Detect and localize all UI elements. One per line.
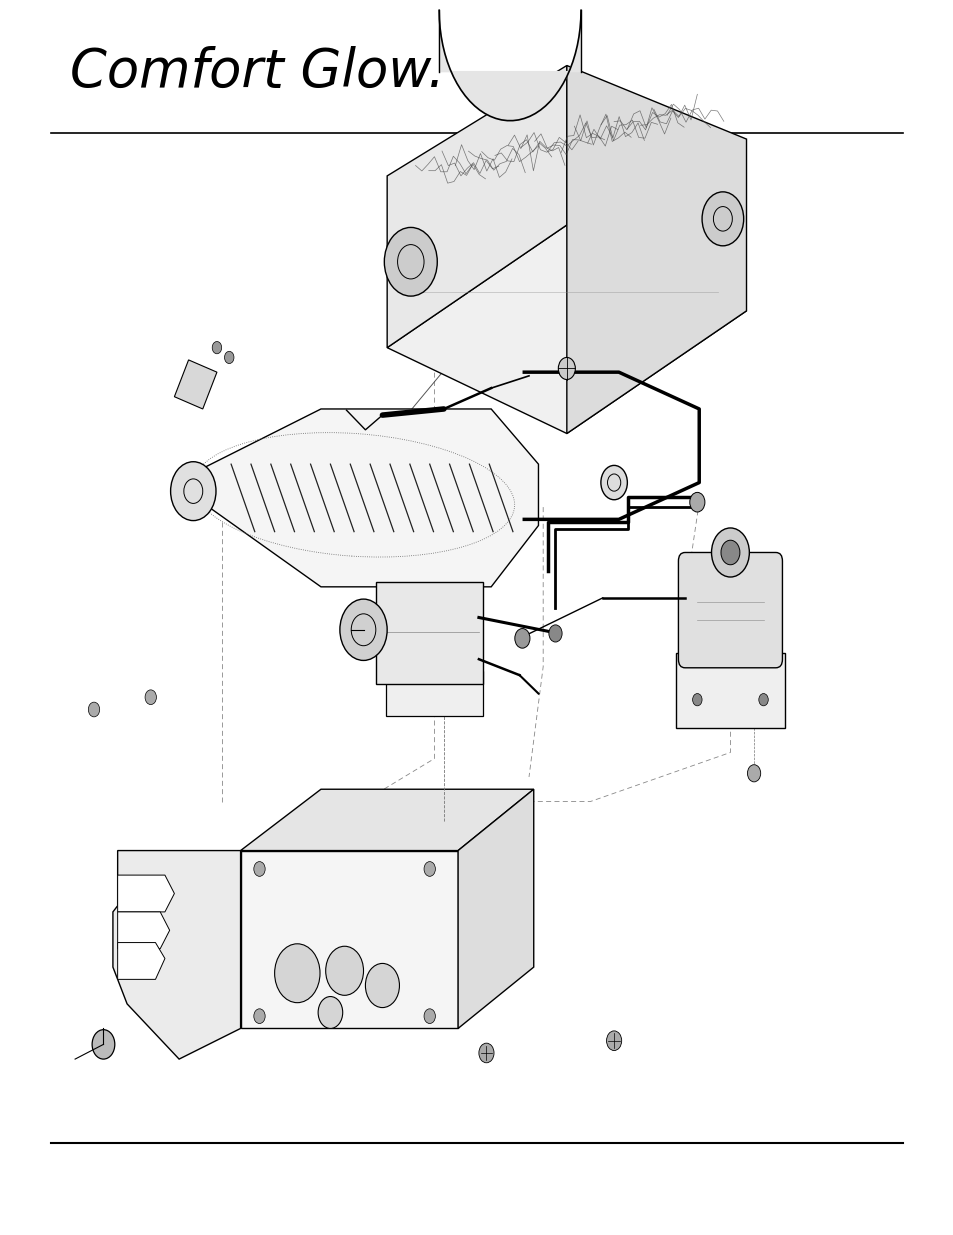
Polygon shape xyxy=(117,876,174,911)
Circle shape xyxy=(692,694,701,706)
Polygon shape xyxy=(117,942,165,979)
Circle shape xyxy=(689,493,704,513)
Circle shape xyxy=(747,764,760,782)
Polygon shape xyxy=(174,409,537,587)
FancyBboxPatch shape xyxy=(675,653,784,727)
Circle shape xyxy=(600,466,627,500)
Circle shape xyxy=(224,351,233,363)
Polygon shape xyxy=(117,911,170,948)
Circle shape xyxy=(89,703,99,716)
Polygon shape xyxy=(438,10,580,121)
Circle shape xyxy=(171,462,215,521)
Circle shape xyxy=(423,1009,435,1024)
Circle shape xyxy=(606,1031,621,1051)
Circle shape xyxy=(253,1009,265,1024)
Circle shape xyxy=(145,690,156,705)
Circle shape xyxy=(92,1030,114,1060)
Circle shape xyxy=(423,862,435,877)
Circle shape xyxy=(478,1044,494,1063)
FancyBboxPatch shape xyxy=(375,582,482,684)
Circle shape xyxy=(758,694,767,706)
Polygon shape xyxy=(457,789,533,1029)
Circle shape xyxy=(711,527,748,577)
Polygon shape xyxy=(240,789,533,851)
FancyBboxPatch shape xyxy=(678,552,781,668)
Polygon shape xyxy=(174,359,216,409)
Circle shape xyxy=(515,629,530,648)
Polygon shape xyxy=(566,65,746,433)
Circle shape xyxy=(339,599,387,661)
Circle shape xyxy=(720,540,740,564)
Circle shape xyxy=(317,997,342,1029)
FancyBboxPatch shape xyxy=(386,672,482,715)
Circle shape xyxy=(548,625,561,642)
Circle shape xyxy=(253,862,265,877)
Circle shape xyxy=(365,963,399,1008)
Polygon shape xyxy=(387,65,566,347)
Circle shape xyxy=(212,342,221,353)
Polygon shape xyxy=(240,851,457,1029)
Polygon shape xyxy=(387,225,746,433)
Polygon shape xyxy=(112,851,240,1060)
Circle shape xyxy=(384,227,436,296)
Circle shape xyxy=(701,191,743,246)
Circle shape xyxy=(325,946,363,995)
Circle shape xyxy=(274,944,319,1003)
Text: Comfort Glow.: Comfort Glow. xyxy=(71,46,445,98)
Circle shape xyxy=(558,357,575,379)
